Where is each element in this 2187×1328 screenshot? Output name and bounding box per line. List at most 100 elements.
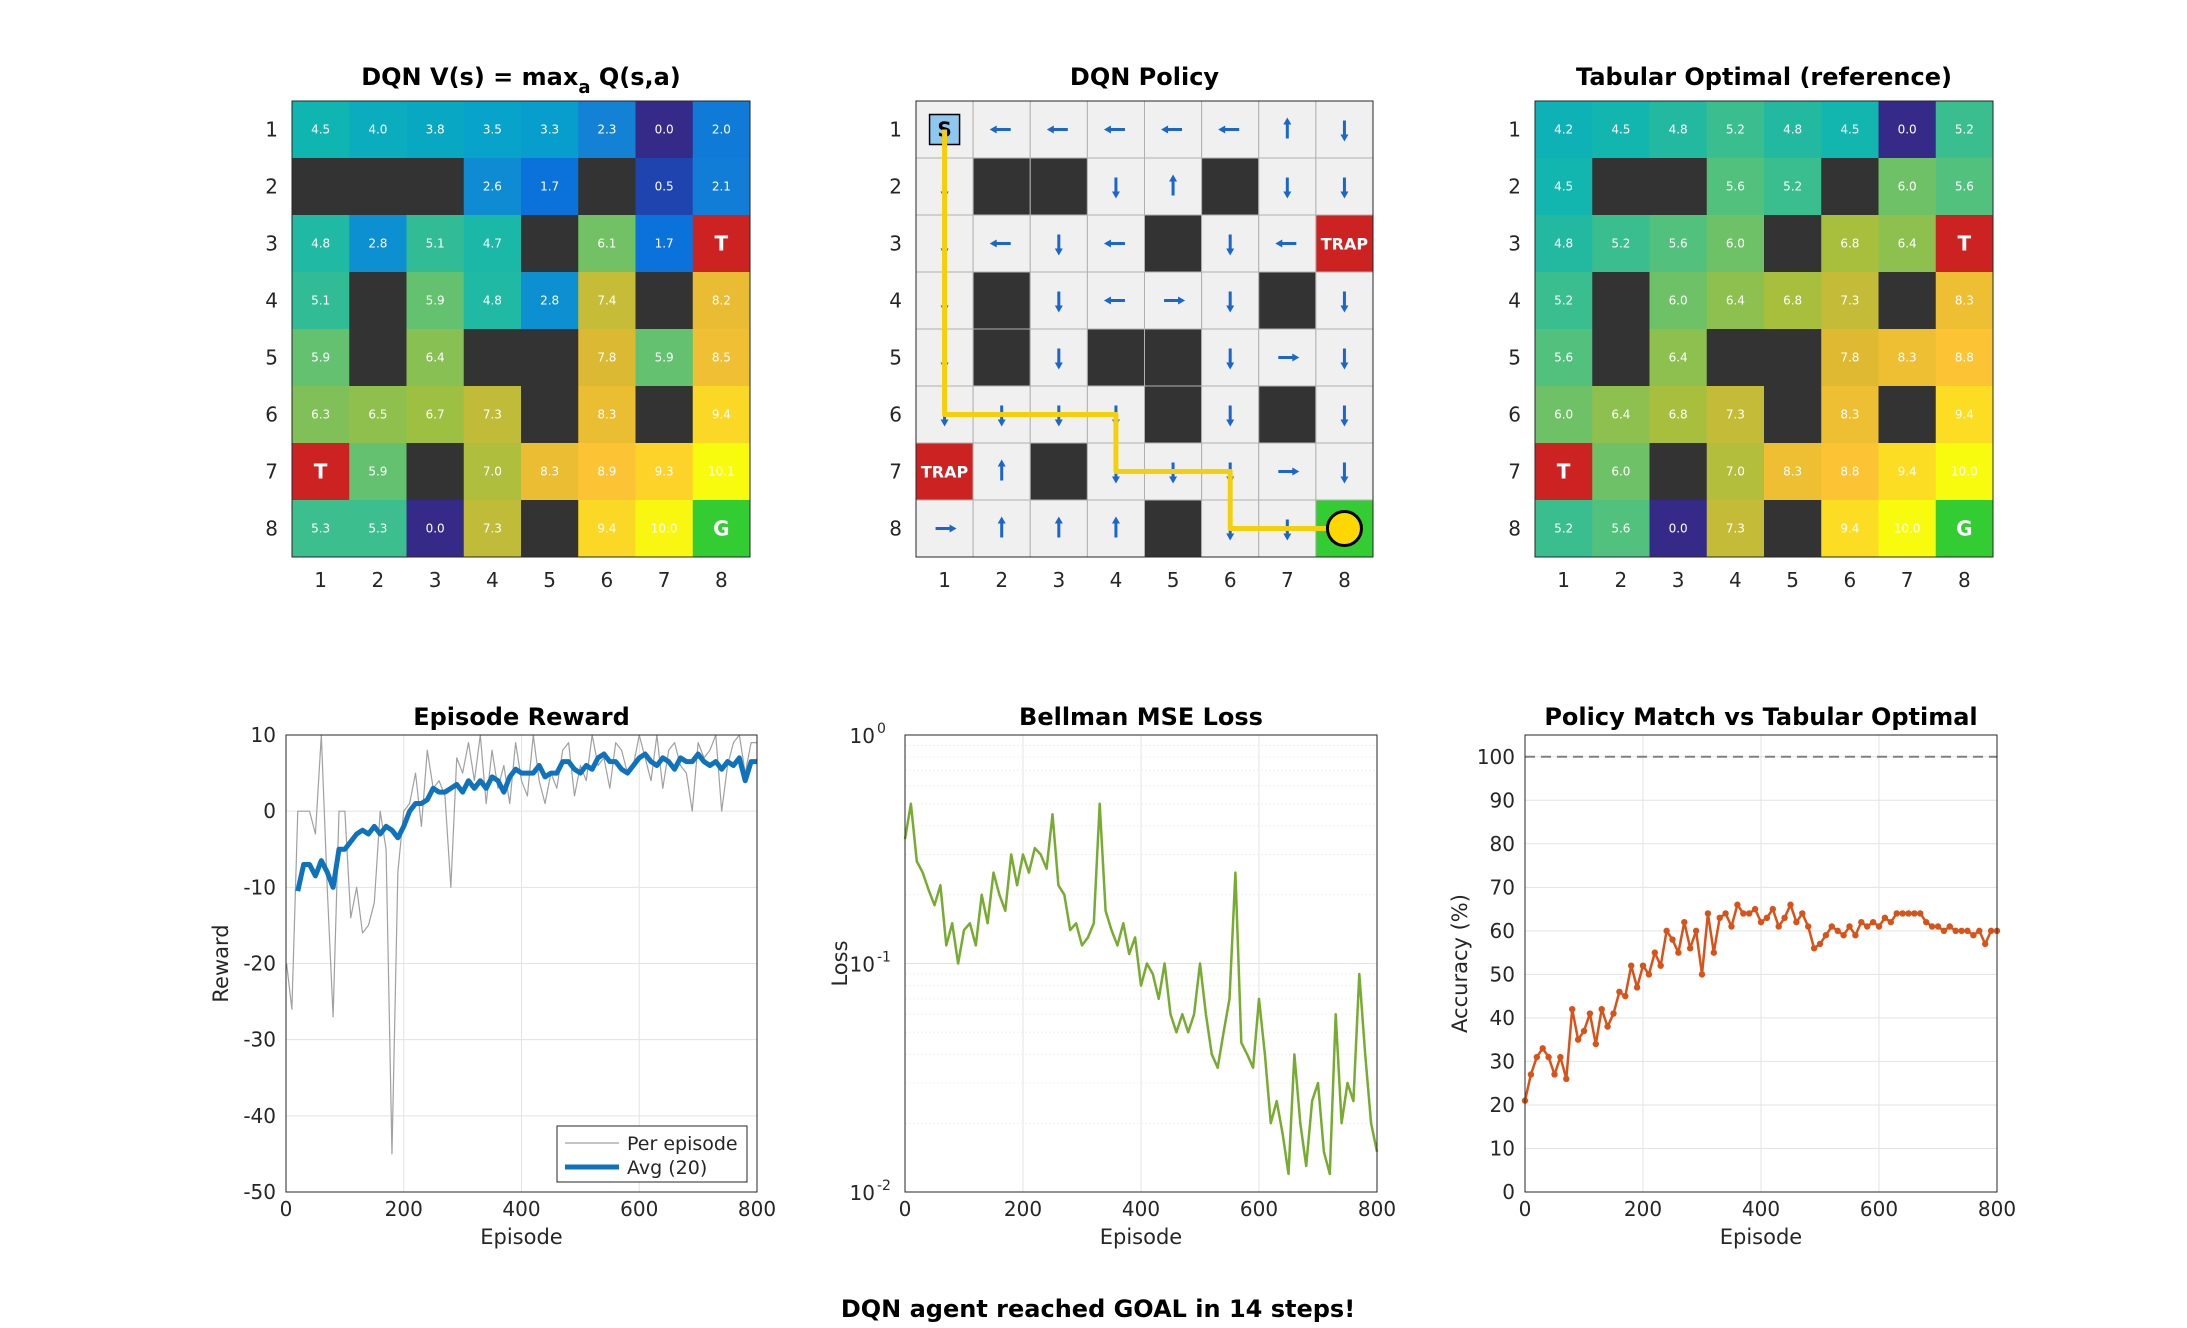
x-tick-label: 1	[314, 568, 327, 592]
heatmap-value-label: 4.8	[1669, 123, 1688, 137]
series-point	[1946, 923, 1954, 930]
heatmap-cell	[1935, 101, 1994, 159]
x-tick-label: 600	[1860, 1197, 1898, 1221]
heatmap-value-label: 10.0	[651, 522, 678, 536]
heatmap-cell	[1764, 500, 1822, 558]
heatmap-value-label: 2.8	[368, 237, 387, 251]
trap-label: TRAP	[921, 463, 969, 482]
heatmap-value-label: 5.6	[1669, 237, 1688, 251]
series-point	[1586, 1010, 1594, 1017]
heatmap-value-label: 4.5	[1611, 123, 1630, 137]
y-tick-label: 5	[1508, 346, 1521, 370]
y-tick-label: 8	[1508, 517, 1521, 541]
y-tick-label: -40	[243, 1104, 276, 1128]
heatmap-cell	[1649, 158, 1708, 216]
series-point	[1911, 910, 1918, 917]
heatmap-cell	[1535, 443, 1593, 501]
heatmap-value-label: 0.5	[655, 180, 674, 194]
heatmap-cell	[1821, 329, 1879, 387]
series-point	[1557, 1053, 1564, 1061]
heatmap-value-label: 4.8	[483, 294, 502, 308]
heatmap-cell	[1821, 215, 1879, 273]
series-point	[1710, 949, 1718, 956]
policy-arrowhead-icon	[1340, 362, 1349, 370]
series-point	[1976, 927, 1983, 935]
y-tick-label: 8	[265, 517, 278, 541]
x-tick-label: 7	[1901, 568, 1914, 592]
heatmap-cell	[1935, 329, 1994, 387]
heatmap-cell	[1592, 272, 1650, 330]
y-tick-label: 50	[1490, 962, 1515, 986]
heatmap-value-label: 5.9	[655, 351, 674, 365]
heatmap-value-label: 7.8	[1840, 351, 1859, 365]
heatmap-cell	[1649, 386, 1708, 444]
series-point	[1539, 1045, 1546, 1052]
heatmap-cell	[1535, 500, 1593, 558]
heatmap-value-label: 10.0	[1951, 465, 1978, 479]
series-point	[1716, 914, 1723, 921]
series-point	[1852, 932, 1859, 939]
heatmap-value-label: 6.4	[1898, 237, 1917, 251]
heatmap-cell	[292, 500, 350, 558]
policy-arrowhead-icon	[1046, 125, 1054, 134]
policy-arrowhead-icon	[1103, 296, 1111, 305]
heatmap-cell	[1821, 101, 1879, 159]
series-point	[1728, 923, 1735, 930]
heatmap-cell	[406, 500, 465, 558]
heatmap-cell	[1535, 215, 1593, 273]
policy-arrowhead-icon	[1111, 191, 1120, 199]
x-tick-label: 6	[1224, 568, 1237, 592]
heatmap-value-label: 10.0	[1894, 522, 1921, 536]
x-tick-label: 6	[1844, 568, 1857, 592]
heatmap-cell	[1592, 500, 1650, 558]
series-point	[1887, 918, 1895, 926]
y-tick-label: 90	[1490, 788, 1515, 812]
legend-entry: Avg (20)	[627, 1157, 707, 1179]
heatmap-cell	[692, 158, 751, 216]
heatmap-cell	[292, 443, 350, 501]
series-point	[1545, 1053, 1552, 1061]
heatmap-cell	[1764, 386, 1822, 444]
heatmap-terminal-label: T	[314, 460, 328, 484]
heatmap-value-label: 7.3	[483, 522, 502, 536]
heatmap-cell	[1592, 386, 1650, 444]
heatmap-cell	[1935, 443, 1994, 501]
policy-arrowhead-icon	[997, 459, 1006, 467]
heatmap-cell	[692, 215, 751, 273]
policy-arrowhead-icon	[949, 524, 957, 533]
policy-arrowhead-icon	[1054, 419, 1063, 427]
heatmap-value-label: 2.8	[540, 294, 559, 308]
heatmap-cell	[292, 272, 350, 330]
heatmap-value-label: 5.2	[1783, 180, 1802, 194]
series-point	[1645, 971, 1653, 978]
heatmap-value-label: 6.4	[1669, 351, 1688, 365]
series-line-1	[295, 751, 757, 892]
y-tick-label: 10	[1490, 1136, 1515, 1160]
heatmap-value-label: 0.0	[1898, 123, 1917, 137]
heatmap-value-label: 6.4	[1611, 408, 1630, 422]
heatmap-value-label: 7.3	[483, 408, 502, 422]
series-point	[1734, 901, 1741, 908]
series-point	[1687, 945, 1694, 952]
heatmap-cell	[1764, 443, 1822, 501]
heatmap-value-label: 7.3	[1840, 294, 1859, 308]
heatmap-cell	[463, 329, 522, 387]
heatmap-value-label: 6.4	[426, 351, 445, 365]
policy-arrowhead-icon	[989, 239, 997, 248]
x-tick-label: 400	[1122, 1197, 1160, 1221]
heatmap-cell	[1706, 272, 1765, 330]
heatmap-value-label: 6.5	[368, 408, 387, 422]
heatmap-cell	[635, 272, 694, 330]
heatmap-cell	[521, 101, 579, 159]
policy-cell	[1258, 271, 1317, 330]
plot-border	[904, 734, 1378, 1193]
policy-cell	[1144, 328, 1203, 387]
policy-cell	[972, 328, 1031, 387]
heatmap-value-label: 8.3	[1898, 351, 1917, 365]
x-tick-label: 8	[1958, 568, 1971, 592]
heatmap-value-label: 6.8	[1840, 237, 1859, 251]
heatmap-cell	[1535, 329, 1593, 387]
heatmap-cell	[1706, 443, 1765, 501]
y-tick-label: 1	[265, 118, 278, 142]
x-tick-label: 0	[899, 1197, 912, 1221]
